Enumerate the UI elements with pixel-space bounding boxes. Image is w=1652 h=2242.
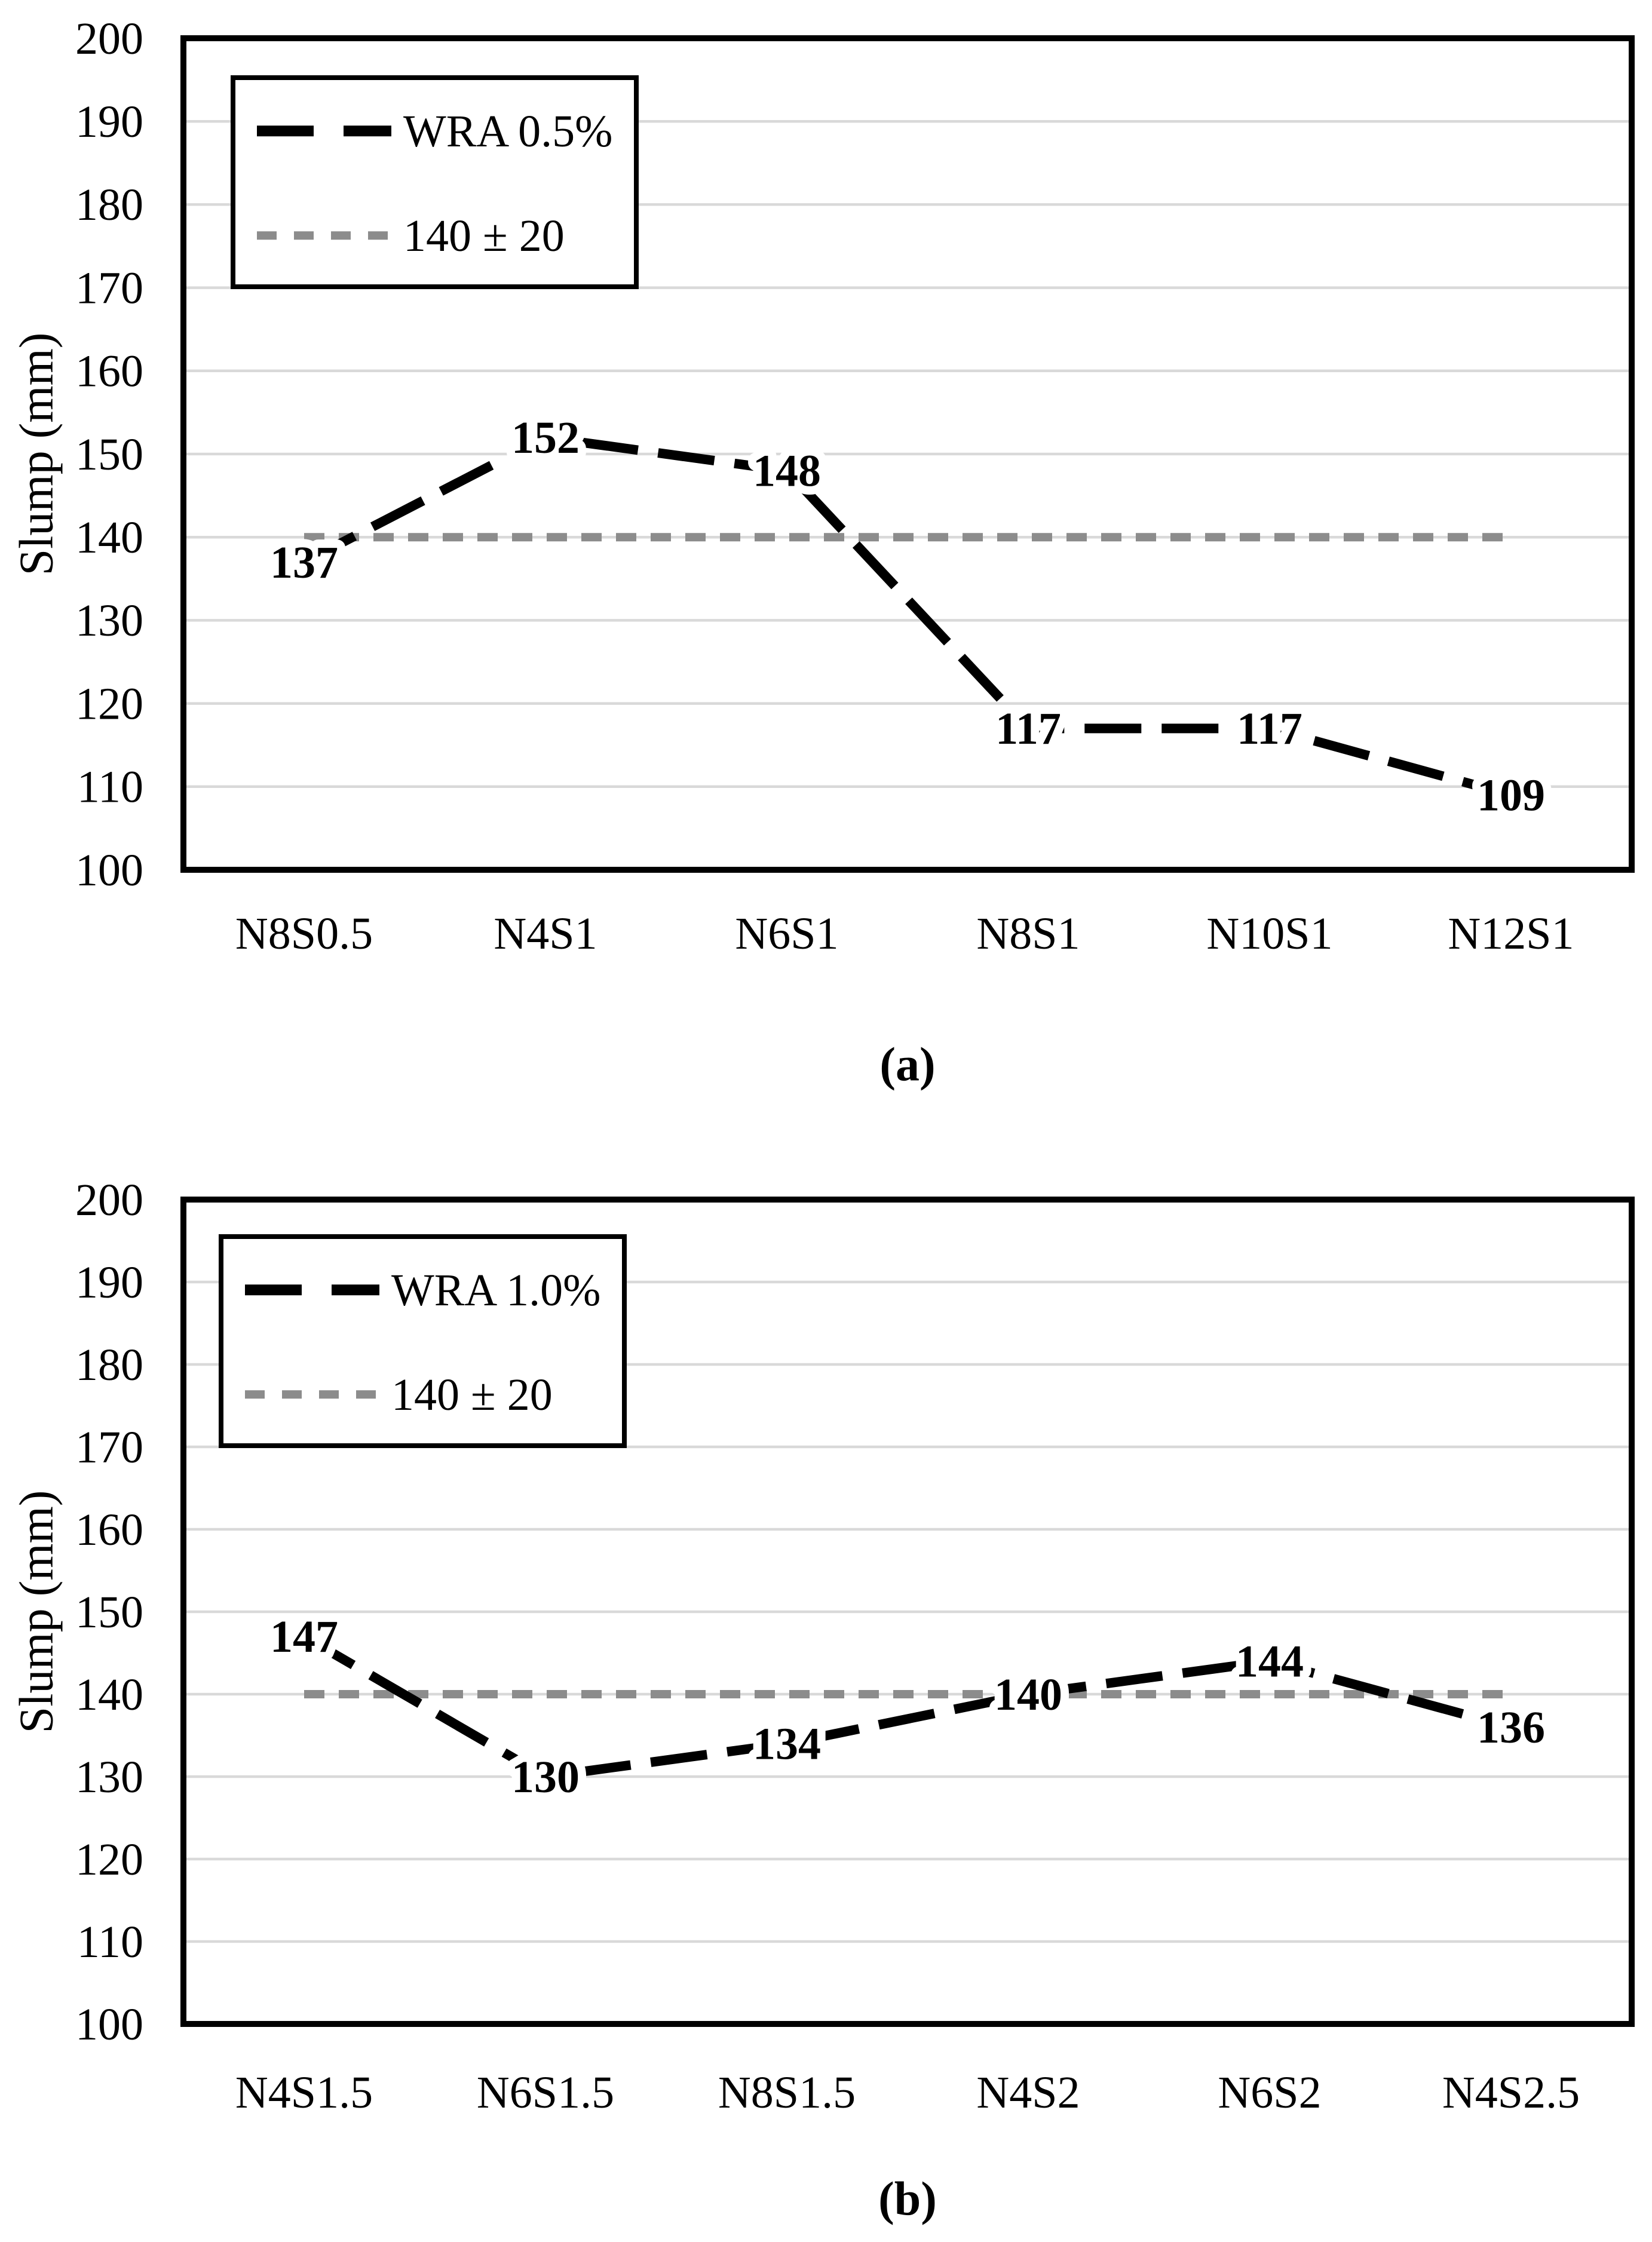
data-label: 117: [995, 704, 1061, 754]
legend-label: 140 ± 20: [391, 1370, 553, 1420]
data-label: 152: [511, 413, 580, 463]
x-category-label: N6S1: [735, 909, 838, 959]
y-tick-label: 100: [75, 1999, 143, 2050]
data-label: 137: [270, 538, 338, 588]
data-label: 144: [1236, 1637, 1304, 1687]
y-tick-label: 120: [75, 1835, 143, 1885]
series-line: [301, 1632, 1513, 1782]
x-category-label: N12S1: [1448, 909, 1574, 959]
legend-box: [219, 1234, 627, 1448]
data-label: 148: [753, 446, 821, 496]
y-tick-label: 100: [75, 845, 143, 895]
data-label: 130: [511, 1752, 580, 1802]
y-tick-label: 200: [75, 1175, 143, 1225]
chart-a: 100 110 120 130 140 150 160 170 180 190 200 N8S0.5 N…: [75, 14, 1635, 959]
x-category-label: N8S0.5: [235, 909, 373, 959]
y-tick-label: 140: [75, 513, 143, 563]
y-tick-label: 160: [75, 1505, 143, 1555]
y-tick-label: 130: [75, 1752, 143, 1802]
y-tick-label: 140: [75, 1670, 143, 1720]
series-line: [302, 432, 1513, 800]
legend-box: [231, 75, 639, 289]
data-label: 109: [1477, 771, 1545, 821]
y-tick-label: 110: [77, 1917, 143, 1967]
y-tick-label: 150: [75, 1587, 143, 1637]
y-axis-title-chart-b: Slump (mm): [10, 1490, 63, 1734]
data-label: 140: [994, 1670, 1062, 1720]
plot-frame: [180, 35, 1635, 873]
y-tick-label: 170: [75, 1422, 143, 1473]
y-axis-title-chart-a: Slump (mm): [10, 332, 63, 576]
chart-b: 100 110 120 130 140 150 160 170 180 190 200 N4S1.5 N…: [75, 1175, 1635, 2118]
x-category-label: N8S1.5: [718, 2068, 856, 2118]
legend-label: 140 ± 20: [403, 211, 565, 261]
x-category-label: N8S1: [976, 909, 1080, 959]
data-label: 117: [1237, 704, 1302, 754]
legend-label: WRA 0.5%: [403, 106, 612, 157]
y-tick-label: 200: [75, 14, 143, 64]
caption-chart-b: (b): [878, 2173, 937, 2226]
y-tick-label: 180: [75, 1340, 143, 1390]
caption-chart-a: (a): [879, 1038, 936, 1091]
x-category-label: N4S2.5: [1442, 2068, 1580, 2118]
y-tick-label: 150: [75, 430, 143, 480]
y-tick-label: 190: [75, 1258, 143, 1308]
plot-frame: [180, 1197, 1635, 2027]
y-tick-label: 160: [75, 346, 143, 397]
data-label: 134: [753, 1719, 821, 1769]
y-tick-label: 170: [75, 263, 143, 313]
x-category-label: N4S2: [976, 2068, 1080, 2118]
y-tick-label: 130: [75, 596, 143, 646]
y-tick-label: 110: [77, 762, 143, 812]
y-tick-label: 190: [75, 97, 143, 147]
x-category-label: N4S1.5: [235, 2068, 373, 2118]
x-category-label: N4S1: [494, 909, 597, 959]
x-category-label: N6S2: [1218, 2068, 1321, 2118]
data-label: 147: [270, 1612, 338, 1662]
legend-label: WRA 1.0%: [391, 1265, 600, 1315]
x-category-label: N10S1: [1206, 909, 1332, 959]
data-label: 136: [1477, 1703, 1545, 1753]
y-tick-label: 120: [75, 679, 143, 729]
y-tick-label: 180: [75, 180, 143, 230]
x-category-label: N6S1.5: [477, 2068, 614, 2118]
